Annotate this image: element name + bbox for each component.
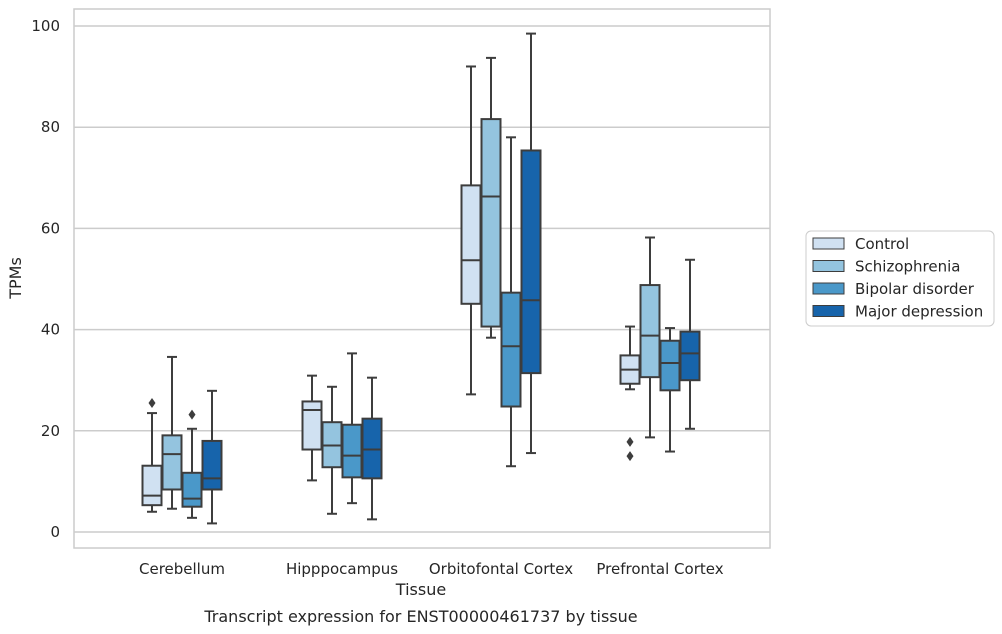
box-control [619,325,641,462]
y-tick-label: 100 [31,17,60,35]
outlier-point [626,436,634,447]
box-body [361,417,383,480]
box-body [341,423,363,479]
box-group [141,32,701,525]
box-schizophrenia [321,385,343,515]
box-body [141,464,163,507]
box-control [460,65,482,396]
box-body [679,330,701,382]
y-tick-label: 80 [41,118,60,136]
box-body [659,339,681,392]
x-axis-title: Tissue [395,580,446,599]
outlier-point [148,397,156,408]
x-tick-label: Hipppocampus [286,560,398,578]
box-bipolar-disorder [181,409,203,519]
outlier-point [626,451,634,462]
legend-swatch [812,305,845,317]
legend-label: Major depression [855,303,983,321]
box-body [520,149,542,375]
box-schizophrenia [639,236,661,439]
y-tick-label: 0 [50,523,60,541]
y-tick-label: 40 [41,321,60,339]
legend-swatch [812,260,845,272]
legend-label: Schizophrenia [855,258,960,276]
box-control [301,374,323,482]
gridlines [74,25,770,533]
box-major-depression [361,376,383,521]
chart-caption: Transcript expression for ENST0000046173… [203,607,637,626]
box-schizophrenia [161,355,183,510]
legend-frame [805,230,995,327]
box-control [141,397,163,513]
box-bipolar-disorder [341,352,363,505]
legend: Control Schizophrenia Bipolar disorder Majo… [805,230,995,327]
box-major-depression [520,32,542,455]
outlier-point [188,409,196,420]
legend-swatch [812,237,845,250]
x-tick-label: Prefrontal Cortex [596,560,723,578]
box-major-depression [201,389,223,525]
box-major-depression [679,258,701,430]
box-schizophrenia [480,56,502,339]
box-body [639,284,661,379]
legend-label: Bipolar disorder [855,280,975,298]
x-tick-label: Orbitofontal Cortex [429,560,573,578]
box-body [460,184,482,305]
x-axis-ticks: Cerebellum Hipppocampus Orbitofontal Corte… [139,560,724,578]
y-axis-title: TPMs [6,257,25,300]
plot-frame [73,8,771,549]
box-body [201,439,223,491]
legend-label: Control [855,235,909,253]
box-body [161,434,183,491]
y-axis-ticks: 0 20 40 60 80 100 [31,17,60,541]
x-tick-label: Cerebellum [139,560,225,578]
box-body [500,291,522,408]
box-bipolar-disorder [659,327,681,453]
legend-swatch [812,282,845,295]
box-body [181,471,203,508]
box-body [301,400,323,451]
box-body [480,118,502,328]
box-bipolar-disorder [500,136,522,468]
y-tick-label: 20 [41,422,60,440]
y-tick-label: 60 [41,219,60,237]
